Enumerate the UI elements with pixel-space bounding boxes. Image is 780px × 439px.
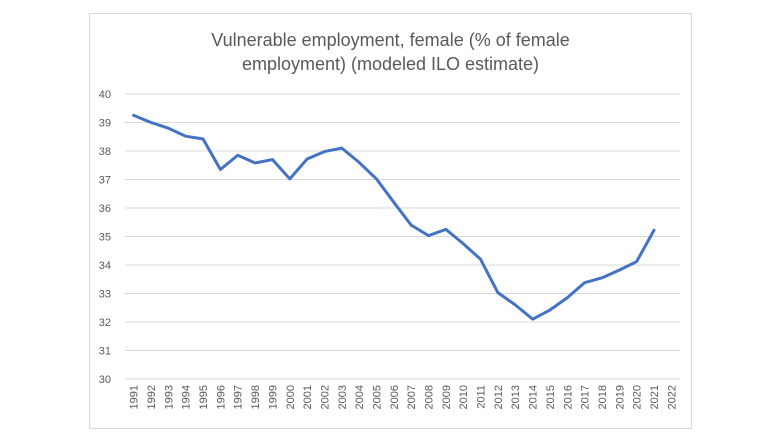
x-tick-label: 2010: [458, 385, 470, 409]
series-line: [132, 113, 656, 321]
data-point: [427, 234, 430, 237]
data-point: [618, 269, 621, 272]
y-tick-label: 39: [99, 118, 111, 130]
data-point: [410, 224, 413, 227]
data-point: [184, 135, 187, 138]
data-point: [340, 147, 343, 150]
x-tick-label: 2014: [528, 385, 540, 409]
x-tick-label: 2000: [285, 385, 297, 409]
x-tick-label: 2007: [406, 385, 418, 409]
x-tick-label: 1997: [233, 385, 245, 409]
y-tick-label: 40: [99, 89, 111, 101]
x-tick-label: 1995: [198, 385, 210, 409]
data-point: [219, 168, 222, 171]
x-tick-label: 2012: [493, 385, 505, 409]
data-point: [323, 150, 326, 153]
chart-area: Vulnerable employment, female (% of fema…: [89, 13, 692, 429]
y-tick-label: 35: [99, 232, 111, 244]
x-tick-label: 2019: [614, 385, 626, 409]
x-tick-label: 1991: [129, 385, 141, 409]
y-tick-label: 34: [99, 260, 111, 272]
y-tick-label: 38: [99, 146, 111, 158]
x-tick-label: 2013: [510, 385, 522, 409]
chart-title-line-2: employment) (modeled ILO estimate): [241, 54, 540, 74]
x-tick-label: 2015: [545, 385, 557, 409]
x-tick-label: 2006: [389, 385, 401, 409]
data-point: [600, 276, 603, 279]
data-point: [375, 177, 378, 180]
x-tick-label: 2005: [371, 385, 383, 409]
data-point: [496, 291, 499, 294]
x-tick-label: 1992: [146, 385, 158, 409]
x-tick-label: 2018: [597, 385, 609, 409]
x-tick-label: 2001: [302, 385, 314, 409]
y-tick-label: 31: [99, 346, 111, 358]
data-point: [652, 229, 655, 232]
x-tick-label: 2003: [337, 385, 349, 409]
data-point: [306, 157, 309, 160]
x-tick-label: 2017: [580, 385, 592, 409]
data-point: [531, 318, 534, 321]
x-tick-label: 2008: [424, 385, 436, 409]
x-tick-label: 2011: [476, 385, 488, 409]
x-tick-label: 1996: [215, 385, 227, 409]
y-tick-label: 32: [99, 317, 111, 329]
x-tick-label: 2004: [354, 385, 366, 409]
x-tick-label: 2020: [632, 385, 644, 409]
data-point: [167, 127, 170, 130]
data-point: [132, 114, 135, 117]
x-tick-label: 1994: [181, 385, 193, 409]
x-tick-label: 1998: [250, 385, 262, 409]
x-tick-label: 2022: [666, 385, 678, 409]
data-point: [288, 177, 291, 180]
x-tick-label: 1993: [163, 385, 175, 409]
line-chart: 30 31 32 33 34 35 36 37 38 39 40 1991 1992 1993 1994 19…: [99, 89, 680, 409]
chart-title: Vulnerable employment, female (% of fema…: [90, 28, 691, 76]
data-point: [271, 158, 274, 161]
data-point: [566, 296, 569, 299]
data-point: [548, 309, 551, 312]
data-point: [583, 281, 586, 284]
data-point: [635, 260, 638, 263]
x-tick-label: 2002: [319, 385, 331, 409]
data-point: [444, 228, 447, 231]
data-point: [254, 161, 257, 164]
data-point: [236, 154, 239, 157]
data-point: [479, 258, 482, 261]
data-point: [462, 242, 465, 245]
data-point: [202, 138, 205, 141]
data-point: [150, 121, 153, 124]
y-tick-label: 37: [99, 175, 111, 187]
x-tick-label: 2009: [441, 385, 453, 409]
y-tick-label: 33: [99, 289, 111, 301]
data-point: [392, 201, 395, 204]
y-tick-label: 30: [99, 374, 111, 386]
x-tick-label: 2021: [649, 385, 661, 409]
x-tick-label: 2016: [562, 385, 574, 409]
x-tick-label: 1999: [267, 385, 279, 409]
data-point: [514, 303, 517, 306]
y-tick-label: 36: [99, 203, 111, 215]
chart-title-line-1: Vulnerable employment, female (% of fema…: [211, 30, 570, 50]
data-point: [358, 161, 361, 164]
